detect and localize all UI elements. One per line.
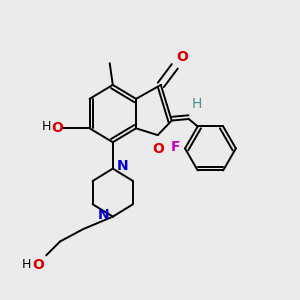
Text: O: O	[51, 121, 63, 135]
Text: O: O	[33, 258, 45, 272]
Text: H: H	[192, 97, 202, 111]
Text: O: O	[152, 142, 164, 156]
Text: N: N	[116, 159, 128, 173]
Text: F: F	[171, 140, 180, 154]
Text: O: O	[176, 50, 188, 64]
Text: H: H	[22, 259, 31, 272]
Text: H: H	[41, 120, 51, 133]
Text: N: N	[98, 208, 109, 222]
